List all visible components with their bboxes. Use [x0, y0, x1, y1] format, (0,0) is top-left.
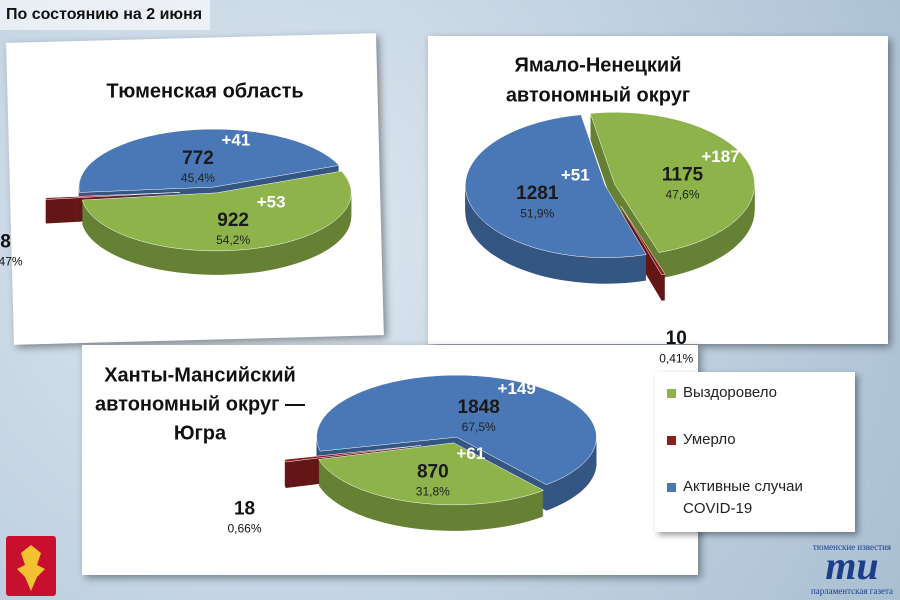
increase-label: +187: [701, 147, 739, 166]
legend-item: Выздоровело: [667, 382, 839, 404]
legend-label: Умерло: [683, 431, 736, 448]
chart-title: автономный округ: [506, 84, 690, 106]
chart-title: Тюменская область: [106, 80, 303, 102]
pie-side: [284, 446, 421, 463]
pie-slice: [81, 170, 352, 252]
count-label: 1848: [458, 397, 500, 418]
pie-slice: [465, 114, 647, 258]
increase-label: +51: [561, 166, 590, 185]
increase-label: +61: [456, 444, 485, 463]
percent-label: 67,5%: [462, 420, 496, 434]
percent-label: 0,41%: [659, 351, 693, 365]
percent-label: 45,4%: [181, 171, 215, 185]
legend-swatch: [667, 389, 676, 398]
logo-bottom: парламентская газета: [811, 586, 893, 596]
count-label: 870: [417, 461, 449, 482]
chart-title: Югра: [174, 422, 227, 444]
legend: Выздоровело Умерло Активные случаи COVID…: [655, 372, 855, 532]
count-label: 922: [217, 210, 249, 231]
pie-slice: [590, 112, 755, 253]
pie-side: [45, 194, 181, 202]
pie-side: [45, 193, 181, 201]
legend-swatch: [667, 483, 676, 492]
increase-label: +41: [222, 130, 251, 149]
pie-slice: [620, 205, 666, 276]
legend-item: Активные случаи COVID-19: [667, 476, 819, 520]
pie-slice: [78, 128, 340, 193]
pie-slice: [284, 445, 421, 463]
count-label: 1175: [662, 164, 704, 185]
chart-title: Ханты-Мансийский: [104, 364, 296, 386]
percent-label: 0,66%: [228, 521, 262, 535]
legend-label: Активные случаи COVID-19: [683, 478, 803, 517]
count-label: 18: [234, 498, 255, 519]
percent-label: 54,2%: [216, 233, 250, 247]
count-label: 1281: [516, 183, 559, 204]
chart-title: Ямало-Ненецкий: [514, 54, 681, 76]
legend-item: Умерло: [667, 429, 839, 451]
chart-title: автономный округ —: [95, 393, 305, 415]
count-label: 8: [0, 231, 11, 252]
percent-label: 51,9%: [520, 206, 554, 220]
legend-swatch: [667, 436, 676, 445]
logo-top: тюменские известия: [813, 542, 891, 552]
coat-of-arms: [6, 536, 56, 596]
increase-label: +53: [257, 192, 286, 211]
pie-slice: [45, 192, 181, 200]
logo-mark: ти: [825, 543, 878, 588]
pie-slice: [318, 442, 545, 506]
header: По состоянию на 2 июня: [6, 6, 202, 23]
percent-label: 0,47%: [0, 255, 23, 269]
header-bg: [0, 0, 210, 30]
count-label: 10: [666, 328, 687, 349]
increase-label: +149: [498, 379, 536, 398]
percent-label: 31,8%: [416, 485, 450, 499]
count-label: 772: [182, 148, 214, 169]
legend-label: Выздоровело: [683, 384, 778, 401]
percent-label: 47,6%: [665, 188, 699, 202]
pie-slice: [316, 374, 597, 485]
